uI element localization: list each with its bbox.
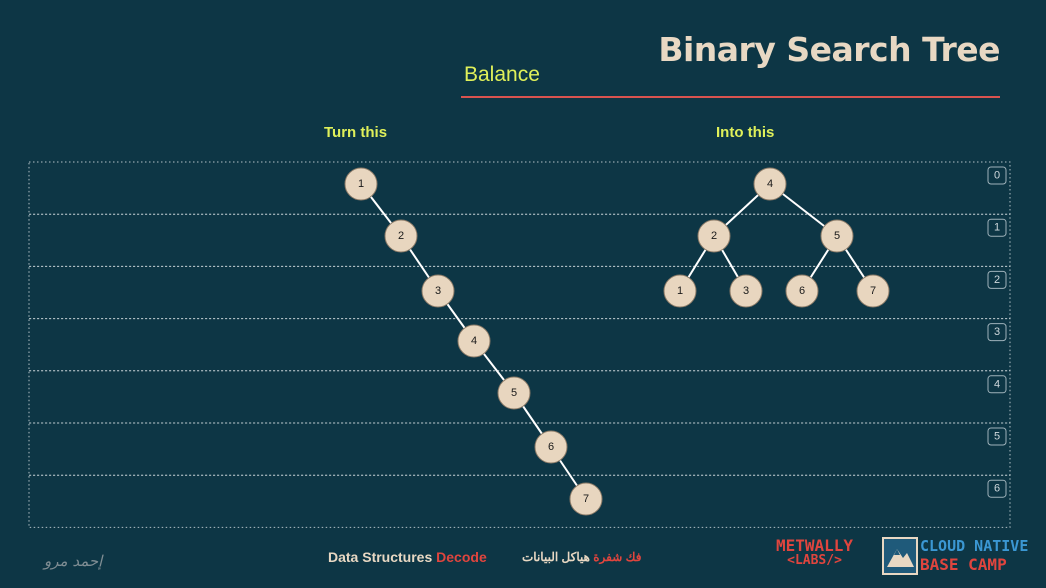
svg-text:0: 0	[994, 170, 1000, 182]
tree-node: 7	[569, 482, 603, 516]
level-band	[28, 265, 1011, 320]
level-band	[28, 422, 1011, 476]
logo1-line2: <LABS/>	[787, 553, 842, 568]
svg-text:5: 5	[994, 431, 1000, 443]
author-signature: إحمد مرو	[44, 552, 103, 570]
tree-node: 1	[344, 167, 378, 201]
level-band	[28, 161, 1011, 215]
series-brand-arabic: فك شفرة هياكل البيانات	[522, 550, 641, 564]
series-brand-arabic-accent: فك شفرة	[589, 550, 642, 564]
caption-before: Turn this	[324, 124, 388, 141]
svg-text:2: 2	[398, 230, 404, 242]
series-brand-accent: Decode	[436, 549, 487, 565]
title-underline	[461, 96, 1000, 98]
tree-node: 2	[697, 219, 731, 253]
section-subtitle: Balance	[464, 63, 540, 86]
tree-node: 7	[856, 274, 890, 308]
svg-text:3: 3	[435, 285, 441, 297]
level-label: 5	[987, 427, 1007, 446]
svg-text:5: 5	[834, 230, 840, 242]
svg-text:3: 3	[743, 285, 749, 297]
cloud-native-logo: CLOUD NATIVE BASE CAMP	[882, 537, 1030, 575]
logo1-line1: METWALLY	[776, 536, 854, 555]
svg-text:3: 3	[994, 326, 1000, 338]
tree-node: 6	[534, 430, 568, 464]
mountain-icon	[882, 537, 918, 575]
level-band	[28, 213, 1011, 267]
svg-text:4: 4	[767, 178, 773, 190]
svg-text:2: 2	[994, 274, 1000, 286]
level-label: 3	[987, 323, 1007, 342]
level-band	[28, 370, 1011, 424]
svg-text:2: 2	[711, 230, 717, 242]
svg-text:1: 1	[358, 178, 364, 190]
tree-node: 5	[820, 219, 854, 253]
tree-node: 3	[421, 274, 455, 308]
metwally-labs-logo: METWALLY <LABS/>	[776, 536, 854, 569]
page-title: Binary Search Tree	[658, 30, 1000, 69]
svg-text:7: 7	[870, 285, 876, 297]
series-brand-arabic-text: هياكل البيانات	[522, 550, 590, 564]
level-label: 4	[987, 375, 1007, 394]
svg-text:6: 6	[994, 483, 1000, 495]
tree-node: 5	[497, 376, 531, 410]
caption-after: Into this	[716, 124, 775, 141]
series-brand-text: Data Structures	[328, 549, 437, 565]
svg-text:4: 4	[471, 335, 477, 347]
level-label: 0	[987, 166, 1007, 185]
svg-text:4: 4	[994, 378, 1000, 390]
level-band	[28, 318, 1011, 372]
svg-text:1: 1	[677, 285, 683, 297]
level-label: 2	[987, 270, 1007, 289]
tree-node: 4	[457, 324, 491, 358]
svg-text:5: 5	[511, 387, 517, 399]
svg-text:6: 6	[548, 441, 554, 453]
level-label: 1	[987, 218, 1007, 237]
level-band	[28, 474, 1011, 528]
tree-node: 2	[384, 219, 418, 253]
level-label: 6	[987, 479, 1007, 498]
tree-node: 6	[785, 274, 819, 308]
tree-node: 1	[663, 274, 697, 308]
logo2-line2: BASE CAMP	[920, 555, 1007, 574]
tree-node: 3	[729, 274, 763, 308]
logo2-line1: CLOUD NATIVE	[920, 537, 1029, 555]
svg-text:7: 7	[583, 493, 589, 505]
svg-text:6: 6	[799, 285, 805, 297]
series-brand: Data Structures Decode	[328, 549, 487, 565]
tree-node: 4	[753, 167, 787, 201]
svg-text:1: 1	[994, 222, 1000, 234]
